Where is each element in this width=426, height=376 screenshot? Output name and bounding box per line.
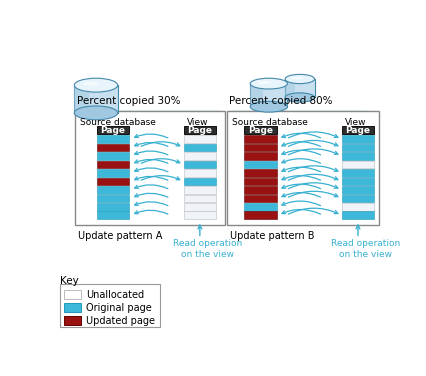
Text: Read operation
on the view: Read operation on the view <box>330 239 400 259</box>
Bar <box>183 211 216 219</box>
Polygon shape <box>250 83 287 107</box>
Polygon shape <box>285 79 295 97</box>
Bar <box>75 111 224 224</box>
Bar <box>243 203 276 211</box>
Bar <box>341 194 373 202</box>
Bar <box>341 203 373 211</box>
Bar <box>183 169 216 177</box>
Polygon shape <box>227 111 378 114</box>
Text: Updated page: Updated page <box>86 316 155 326</box>
Bar <box>183 194 216 202</box>
Bar <box>227 111 378 224</box>
Bar <box>243 126 276 135</box>
Polygon shape <box>250 83 262 107</box>
Text: Page: Page <box>345 126 370 135</box>
Bar <box>64 316 81 325</box>
Polygon shape <box>75 111 224 120</box>
Ellipse shape <box>285 93 314 102</box>
Bar <box>341 169 373 177</box>
Bar <box>243 211 276 219</box>
Text: Page: Page <box>100 126 125 135</box>
Bar <box>183 186 216 194</box>
Bar <box>183 203 216 211</box>
Text: Read operation
on the view: Read operation on the view <box>173 239 242 259</box>
Bar <box>97 169 129 177</box>
Text: Percent copied 80%: Percent copied 80% <box>228 96 331 106</box>
Text: View: View <box>186 118 208 127</box>
Bar <box>183 135 216 143</box>
Text: Update pattern B: Update pattern B <box>230 231 314 241</box>
Bar <box>341 177 373 185</box>
Text: Page: Page <box>187 126 212 135</box>
Bar <box>243 169 276 177</box>
Bar <box>341 135 373 143</box>
Polygon shape <box>74 85 89 113</box>
Bar <box>341 161 373 168</box>
Bar <box>341 152 373 160</box>
Bar <box>64 290 81 299</box>
Bar <box>243 161 276 168</box>
Bar <box>183 152 216 160</box>
Ellipse shape <box>290 77 301 79</box>
Ellipse shape <box>250 101 287 112</box>
Bar <box>97 144 129 152</box>
Text: Update pattern A: Update pattern A <box>78 231 162 241</box>
Bar <box>341 211 373 219</box>
Ellipse shape <box>74 106 118 120</box>
Bar <box>97 186 129 194</box>
Bar <box>341 144 373 152</box>
Bar <box>243 194 276 202</box>
Bar <box>341 126 373 135</box>
Bar <box>97 152 129 160</box>
Bar <box>341 186 373 194</box>
Text: Unallocated: Unallocated <box>86 290 144 300</box>
Bar <box>97 177 129 185</box>
Bar <box>243 177 276 185</box>
Bar <box>183 161 216 168</box>
Bar <box>60 284 160 327</box>
Text: Percent copied 30%: Percent copied 30% <box>76 96 180 106</box>
Polygon shape <box>285 79 314 97</box>
Bar <box>243 135 276 143</box>
Polygon shape <box>74 85 118 113</box>
Bar <box>183 144 216 152</box>
Text: Original page: Original page <box>86 303 151 313</box>
Bar <box>97 194 129 202</box>
Text: Source database: Source database <box>231 118 307 127</box>
Bar <box>243 152 276 160</box>
Ellipse shape <box>74 78 118 92</box>
Bar <box>183 177 216 185</box>
Bar <box>97 135 129 143</box>
Bar <box>97 126 129 135</box>
Bar <box>97 161 129 168</box>
Bar <box>243 186 276 194</box>
Text: Page: Page <box>247 126 272 135</box>
Ellipse shape <box>285 74 314 83</box>
Bar <box>64 303 81 312</box>
Bar <box>97 203 129 211</box>
Text: Key: Key <box>60 276 78 286</box>
Bar <box>97 211 129 219</box>
Ellipse shape <box>257 81 270 84</box>
Text: View: View <box>344 118 366 127</box>
Ellipse shape <box>250 78 287 89</box>
Bar <box>243 144 276 152</box>
Ellipse shape <box>83 82 98 86</box>
Bar <box>183 126 216 135</box>
Text: Source database: Source database <box>80 118 155 127</box>
